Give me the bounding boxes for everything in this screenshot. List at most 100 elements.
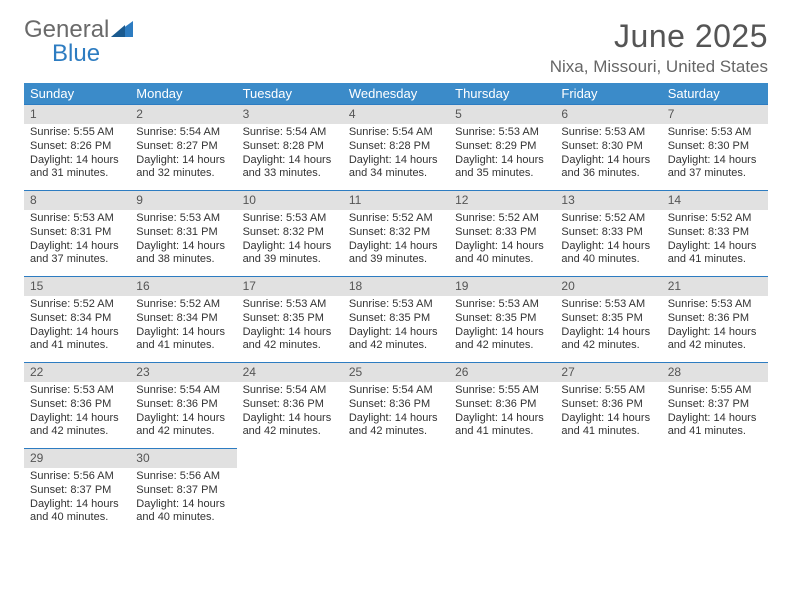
sunrise-line: Sunrise: 5:53 AM bbox=[349, 298, 443, 312]
calendar-cell: 12Sunrise: 5:52 AMSunset: 8:33 PMDayligh… bbox=[449, 190, 555, 276]
calendar-cell: 22Sunrise: 5:53 AMSunset: 8:36 PMDayligh… bbox=[24, 362, 130, 448]
daylight-line: Daylight: 14 hours and 40 minutes. bbox=[455, 240, 549, 268]
calendar-cell: 9Sunrise: 5:53 AMSunset: 8:31 PMDaylight… bbox=[130, 190, 236, 276]
sunset-line: Sunset: 8:36 PM bbox=[668, 312, 762, 326]
page-title: June 2025 bbox=[550, 18, 768, 55]
calendar-cell: 11 Sunrise: 5:52 AMSunset: 8:32 PMDayligh… bbox=[343, 190, 449, 276]
calendar-cell: 19Sunrise: 5:53 AMSunset: 8:35 PMDayligh… bbox=[449, 276, 555, 362]
day-number: 27 bbox=[555, 362, 661, 382]
calendar-cell: 23Sunrise: 5:54 AMSunset: 8:36 PMDayligh… bbox=[130, 362, 236, 448]
sunrise-line: Sunrise: 5:56 AM bbox=[136, 470, 230, 484]
day-body: Sunrise: 5:55 AMSunset: 8:36 PMDaylight:… bbox=[555, 382, 661, 443]
calendar-cell: 7Sunrise: 5:53 AMSunset: 8:30 PMDaylight… bbox=[662, 104, 768, 190]
day-body: Sunrise: 5:55 AMSunset: 8:26 PMDaylight:… bbox=[24, 124, 130, 185]
sunset-line: Sunset: 8:30 PM bbox=[561, 140, 655, 154]
calendar-cell: 1Sunrise: 5:55 AMSunset: 8:26 PMDaylight… bbox=[24, 104, 130, 190]
day-body: Sunrise: 5:53 AMSunset: 8:30 PMDaylight:… bbox=[662, 124, 768, 185]
daylight-line: Daylight: 14 hours and 36 minutes. bbox=[561, 154, 655, 182]
day-number: 9 bbox=[130, 190, 236, 210]
sunset-line: Sunset: 8:36 PM bbox=[455, 398, 549, 412]
logo-text-line1: General bbox=[24, 18, 109, 42]
day-number: 6 bbox=[555, 104, 661, 124]
sunset-line: Sunset: 8:33 PM bbox=[668, 226, 762, 240]
day-number: 15 bbox=[24, 276, 130, 296]
daylight-line: Daylight: 14 hours and 41 minutes. bbox=[30, 326, 124, 354]
sunset-line: Sunset: 8:31 PM bbox=[30, 226, 124, 240]
calendar-cell bbox=[237, 448, 343, 534]
day-body: Sunrise: 5:52 AMSunset: 8:33 PMDaylight:… bbox=[555, 210, 661, 271]
calendar-cell: 3Sunrise: 5:54 AMSunset: 8:28 PMDaylight… bbox=[237, 104, 343, 190]
sunset-line: Sunset: 8:35 PM bbox=[455, 312, 549, 326]
title-block: June 2025 Nixa, Missouri, United States bbox=[550, 18, 768, 77]
sunrise-line: Sunrise: 5:53 AM bbox=[455, 298, 549, 312]
daylight-line: Daylight: 14 hours and 37 minutes. bbox=[668, 154, 762, 182]
day-number: 13 bbox=[555, 190, 661, 210]
day-number: 28 bbox=[662, 362, 768, 382]
sunrise-line: Sunrise: 5:53 AM bbox=[668, 126, 762, 140]
sunset-line: Sunset: 8:32 PM bbox=[349, 226, 443, 240]
sunset-line: Sunset: 8:33 PM bbox=[455, 226, 549, 240]
day-number: 14 bbox=[662, 190, 768, 210]
sunrise-line: Sunrise: 5:52 AM bbox=[561, 212, 655, 226]
day-body: Sunrise: 5:53 AMSunset: 8:30 PMDaylight:… bbox=[555, 124, 661, 185]
day-number: 5 bbox=[449, 104, 555, 124]
daylight-line: Daylight: 14 hours and 40 minutes. bbox=[136, 498, 230, 526]
sunrise-line: Sunrise: 5:52 AM bbox=[349, 212, 443, 226]
day-body: Sunrise: 5:52 AMSunset: 8:34 PMDaylight:… bbox=[130, 296, 236, 357]
day-body: Sunrise: 5:53 AMSunset: 8:35 PMDaylight:… bbox=[449, 296, 555, 357]
weekday-header: Monday bbox=[130, 83, 236, 104]
day-number: 22 bbox=[24, 362, 130, 382]
day-number: 4 bbox=[343, 104, 449, 124]
day-number: 30 bbox=[130, 448, 236, 468]
page: General Blue June 2025 Nixa, Missouri, U… bbox=[0, 0, 792, 612]
sunset-line: Sunset: 8:37 PM bbox=[136, 484, 230, 498]
sunset-line: Sunset: 8:35 PM bbox=[561, 312, 655, 326]
sunrise-line: Sunrise: 5:53 AM bbox=[561, 126, 655, 140]
daylight-line: Daylight: 14 hours and 34 minutes. bbox=[349, 154, 443, 182]
sunrise-line: Sunrise: 5:54 AM bbox=[136, 384, 230, 398]
sunrise-line: Sunrise: 5:54 AM bbox=[243, 384, 337, 398]
sunset-line: Sunset: 8:36 PM bbox=[30, 398, 124, 412]
weekday-header: Friday bbox=[555, 83, 661, 104]
daylight-line: Daylight: 14 hours and 38 minutes. bbox=[136, 240, 230, 268]
day-body: Sunrise: 5:53 AMSunset: 8:35 PMDaylight:… bbox=[343, 296, 449, 357]
day-body: Sunrise: 5:54 AMSunset: 8:27 PMDaylight:… bbox=[130, 124, 236, 185]
day-body: Sunrise: 5:53 AMSunset: 8:36 PMDaylight:… bbox=[24, 382, 130, 443]
day-number: 23 bbox=[130, 362, 236, 382]
calendar-cell: 18Sunrise: 5:53 AMSunset: 8:35 PMDayligh… bbox=[343, 276, 449, 362]
day-number: 16 bbox=[130, 276, 236, 296]
sunset-line: Sunset: 8:27 PM bbox=[136, 140, 230, 154]
day-body: Sunrise: 5:54 AMSunset: 8:28 PMDaylight:… bbox=[343, 124, 449, 185]
sunrise-line: Sunrise: 5:52 AM bbox=[455, 212, 549, 226]
day-number: 11 bbox=[343, 190, 449, 210]
sunrise-line: Sunrise: 5:55 AM bbox=[668, 384, 762, 398]
day-body: Sunrise: 5:53 AMSunset: 8:35 PMDaylight:… bbox=[237, 296, 343, 357]
daylight-line: Daylight: 14 hours and 39 minutes. bbox=[243, 240, 337, 268]
logo: General Blue bbox=[24, 18, 135, 68]
daylight-line: Daylight: 14 hours and 39 minutes. bbox=[349, 240, 443, 268]
sunrise-line: Sunrise: 5:55 AM bbox=[455, 384, 549, 398]
daylight-line: Daylight: 14 hours and 33 minutes. bbox=[243, 154, 337, 182]
day-number: 26 bbox=[449, 362, 555, 382]
calendar-cell: 17Sunrise: 5:53 AMSunset: 8:35 PMDayligh… bbox=[237, 276, 343, 362]
logo-triangle-icon bbox=[111, 18, 133, 42]
daylight-line: Daylight: 14 hours and 37 minutes. bbox=[30, 240, 124, 268]
daylight-line: Daylight: 14 hours and 42 minutes. bbox=[668, 326, 762, 354]
calendar-cell: 10Sunrise: 5:53 AMSunset: 8:32 PMDayligh… bbox=[237, 190, 343, 276]
header: General Blue June 2025 Nixa, Missouri, U… bbox=[24, 18, 768, 77]
day-number: 1 bbox=[24, 104, 130, 124]
sunset-line: Sunset: 8:32 PM bbox=[243, 226, 337, 240]
calendar-row: 15Sunrise: 5:52 AMSunset: 8:34 PMDayligh… bbox=[24, 276, 768, 362]
day-number: 18 bbox=[343, 276, 449, 296]
daylight-line: Daylight: 14 hours and 35 minutes. bbox=[455, 154, 549, 182]
sunrise-line: Sunrise: 5:53 AM bbox=[30, 384, 124, 398]
sunrise-line: Sunrise: 5:53 AM bbox=[668, 298, 762, 312]
calendar-table: Sunday Monday Tuesday Wednesday Thursday… bbox=[24, 83, 768, 534]
calendar-cell bbox=[449, 448, 555, 534]
sunrise-line: Sunrise: 5:54 AM bbox=[243, 126, 337, 140]
daylight-line: Daylight: 14 hours and 42 minutes. bbox=[349, 412, 443, 440]
day-number: 29 bbox=[24, 448, 130, 468]
day-body: Sunrise: 5:53 AMSunset: 8:35 PMDaylight:… bbox=[555, 296, 661, 357]
day-number: 17 bbox=[237, 276, 343, 296]
day-body: Sunrise: 5:53 AMSunset: 8:31 PMDaylight:… bbox=[24, 210, 130, 271]
